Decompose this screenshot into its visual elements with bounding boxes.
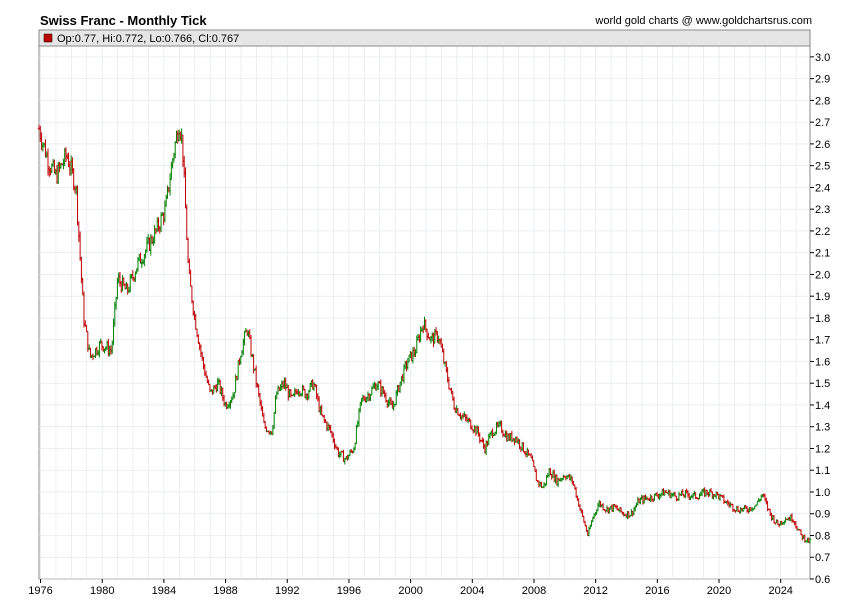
- y-tick-label: 3.0: [815, 52, 830, 64]
- y-tick-label: 2.5: [815, 161, 830, 173]
- x-tick-label: 1976: [28, 585, 52, 597]
- info-bar: [38, 29, 811, 47]
- x-tick-label: 1984: [152, 585, 176, 597]
- x-tick-label: 1988: [213, 585, 237, 597]
- y-tick-label: 1.5: [815, 378, 830, 390]
- y-tick-label: 2.0: [815, 269, 830, 281]
- plot-area: [38, 29, 811, 580]
- y-tick-label: 0.6: [815, 574, 830, 586]
- y-tick-label: 0.7: [815, 552, 830, 564]
- y-tick-label: 1.0: [815, 487, 830, 499]
- y-tick-label: 0.8: [815, 530, 830, 542]
- y-tick-label: 2.1: [815, 248, 830, 260]
- y-tick-label: 1.4: [815, 400, 830, 412]
- y-tick-label: 2.2: [815, 226, 830, 238]
- y-axis: 3.0 2.9 2.8 2.7 2.6 2.5 2.4 2.3 2.2 2.1 2.0 1.9 1.8 1…: [810, 52, 830, 586]
- y-tick-label: 2.3: [815, 204, 830, 216]
- y-tick-label: 1.3: [815, 422, 830, 434]
- info-swatch: [43, 33, 53, 43]
- y-tick-label: 1.9: [815, 291, 830, 303]
- chart-title: Swiss Franc - Monthly Tick: [40, 13, 207, 28]
- x-tick-label: 2016: [645, 585, 669, 597]
- x-tick-label: 2024: [768, 585, 792, 597]
- info-ohlc-label: Op:0.77, Hi:0.772, Lo:0.766, Cl:0.767: [57, 33, 239, 45]
- x-tick-label: 2004: [460, 585, 484, 597]
- y-tick-label: 1.8: [815, 313, 830, 325]
- y-tick-label: 2.8: [815, 95, 830, 107]
- x-tick-label: 2012: [583, 585, 607, 597]
- price-series: [37, 124, 812, 544]
- x-tick-label: 2000: [398, 585, 422, 597]
- x-tick-label: 1992: [275, 585, 299, 597]
- y-tick-label: 2.4: [815, 182, 830, 194]
- y-tick-label: 1.6: [815, 356, 830, 368]
- monthly-tick: [808, 537, 812, 544]
- x-tick-label: 1980: [90, 585, 114, 597]
- x-tick-label: 2020: [707, 585, 731, 597]
- x-tick-label: 2008: [522, 585, 546, 597]
- y-tick-label: 2.6: [815, 139, 830, 151]
- x-axis: 1976 1980 1984 1988 1992 1996 2000 2004 2008 2012…: [28, 579, 793, 597]
- y-tick-label: 1.2: [815, 443, 830, 455]
- chart-credit: world gold charts @ www.goldchartsrus.co…: [595, 15, 812, 27]
- y-tick-label: 0.9: [815, 509, 830, 521]
- y-tick-label: 1.7: [815, 335, 830, 347]
- y-tick-label: 2.9: [815, 74, 830, 86]
- x-tick-label: 1996: [337, 585, 361, 597]
- y-tick-label: 2.7: [815, 117, 830, 129]
- y-tick-label: 1.1: [815, 465, 830, 477]
